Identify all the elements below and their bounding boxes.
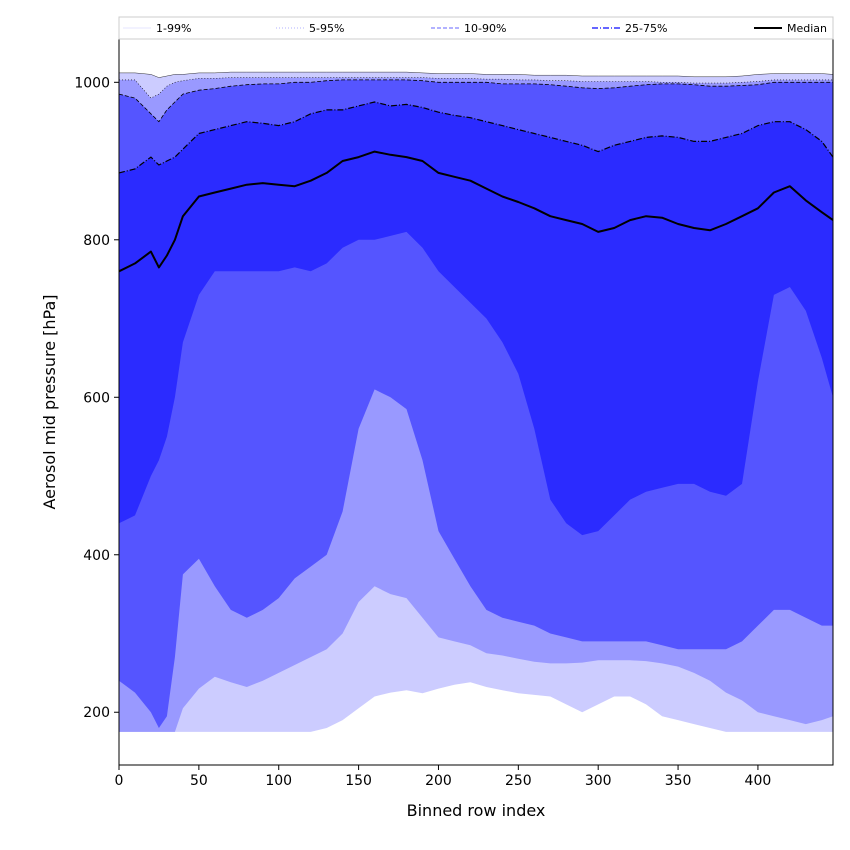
- x-tick-label: 100: [265, 773, 292, 789]
- legend-label: 10-90%: [464, 22, 506, 35]
- x-axis-label: Binned row index: [407, 801, 546, 820]
- percentile-lines: [118, 71, 834, 273]
- x-tick-label: 50: [190, 773, 208, 789]
- band-25-75: [119, 102, 833, 536]
- legend: 1-99% 5-95% 10-90% 25-75% Median: [118, 16, 834, 40]
- legend-label: 1-99%: [156, 22, 191, 35]
- p99-line: [119, 71, 834, 78]
- y-tick-label: 1000: [74, 75, 110, 91]
- x-axis: 0 50 100 150 200 250 300 350 400: [115, 765, 772, 789]
- y-tick-label: 400: [83, 548, 110, 564]
- x-tick-label: 0: [115, 773, 124, 789]
- p75-line: [118, 101, 834, 174]
- p95-line: [119, 77, 833, 99]
- y-tick-label: 200: [83, 705, 110, 721]
- x-tick-label: 200: [425, 773, 452, 789]
- y-tick-label: 600: [83, 390, 110, 406]
- legend-label: Median: [787, 22, 827, 35]
- x-tick-label: 400: [745, 773, 772, 789]
- y-tick-label: 800: [83, 233, 110, 249]
- x-tick-label: 150: [345, 773, 372, 789]
- legend-box: [118, 16, 834, 40]
- x-tick-label: 350: [665, 773, 692, 789]
- legend-label: 25-75%: [625, 22, 667, 35]
- y-axis-label: Aerosol mid pressure [hPa]: [40, 294, 59, 509]
- legend-label: 5-95%: [309, 22, 344, 35]
- percentile-bands: [119, 72, 833, 732]
- x-tick-label: 300: [585, 773, 612, 789]
- median-line: [118, 150, 834, 273]
- p90-line: [118, 79, 833, 123]
- y-axis: 200 400 600 800 1000: [74, 75, 119, 721]
- x-tick-label: 250: [505, 773, 532, 789]
